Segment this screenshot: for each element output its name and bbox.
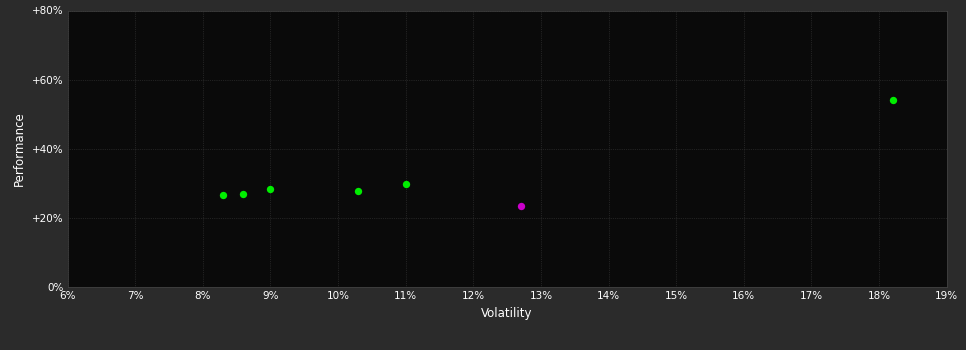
Point: [513, 204, 528, 209]
Point: [398, 181, 413, 187]
Point: [263, 187, 278, 192]
Y-axis label: Performance: Performance: [14, 111, 26, 186]
Point: [215, 193, 231, 198]
Point: [236, 191, 251, 196]
Point: [885, 98, 900, 103]
X-axis label: Volatility: Volatility: [481, 307, 533, 320]
Point: [351, 188, 366, 194]
